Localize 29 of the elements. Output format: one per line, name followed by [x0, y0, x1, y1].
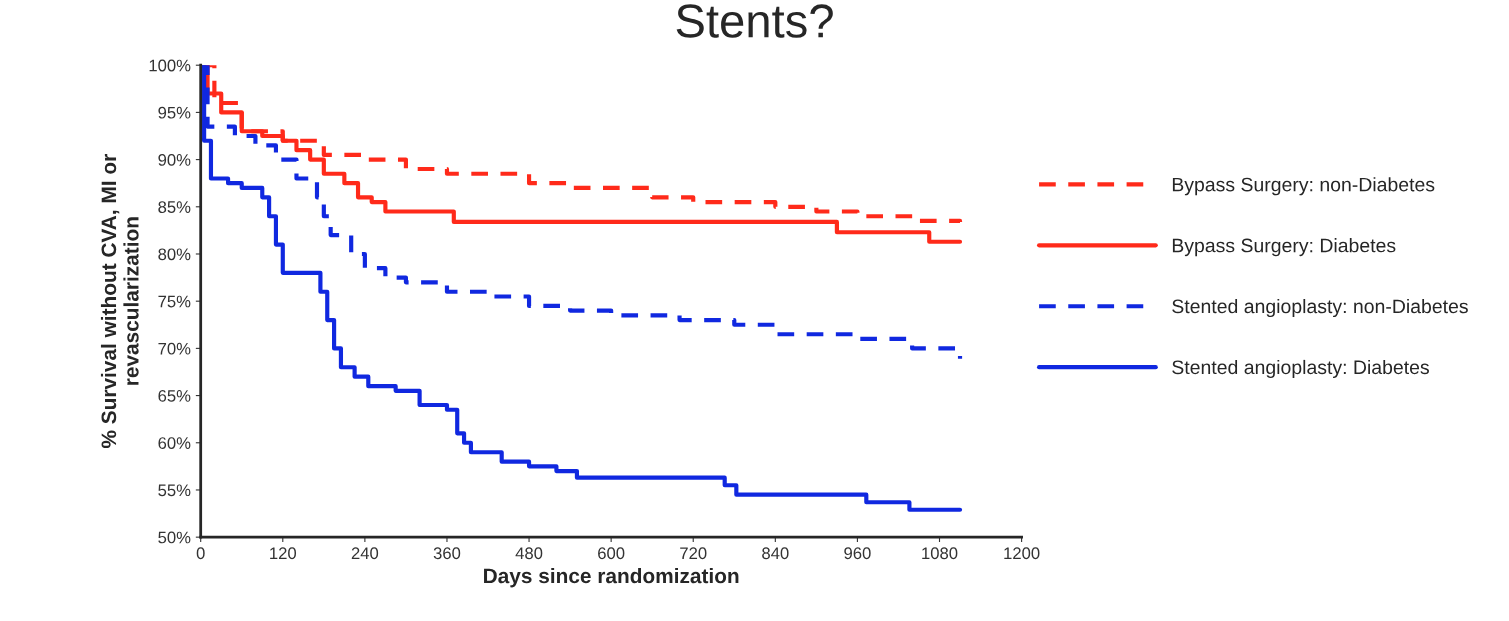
x-tick-label: 1200 — [1004, 547, 1040, 560]
x-tick-label: 360 — [433, 547, 461, 560]
y-tick-label: 60% — [158, 437, 191, 449]
y-tick-label: 95% — [158, 106, 191, 119]
text: Bypass Surgery: non-Diabetes — [1172, 177, 1435, 196]
y-tick-label: 70% — [158, 342, 191, 355]
text: Stented angioplasty: non-Diabetes — [1172, 298, 1468, 318]
x-tick-label: 960 — [844, 547, 871, 560]
text: Bypass Surgery: Diabetes — [1172, 238, 1396, 257]
x-tick-label: 240 — [351, 547, 379, 560]
x-tick-label: 840 — [762, 547, 789, 560]
y-tick-label: 80% — [158, 248, 191, 261]
x-tick-label: 0 — [196, 547, 205, 560]
y-tick-label: 75% — [158, 295, 191, 308]
chart-title: Stents? — [676, 4, 833, 38]
x-tick-label: 720 — [680, 547, 707, 560]
x-tick-label: 480 — [515, 547, 543, 560]
y-tick-label: 50% — [158, 531, 191, 544]
x-axis-title: Days since randomization — [484, 567, 739, 588]
y-tick-label: 85% — [158, 201, 191, 213]
y-tick-label: 100% — [149, 59, 191, 72]
y-tick-label: 55% — [158, 484, 191, 497]
y-tick-label: 65% — [158, 389, 191, 402]
y-axis-title: % Survival without CVA, MI or revascularization — [100, 154, 139, 449]
x-tick-label: 600 — [598, 547, 625, 560]
x-tick-label: 1080 — [922, 547, 958, 560]
text: Stented angioplasty: Diabetes — [1172, 359, 1429, 379]
x-tick-label: 120 — [270, 547, 297, 560]
y-tick-label: 90% — [158, 154, 191, 166]
